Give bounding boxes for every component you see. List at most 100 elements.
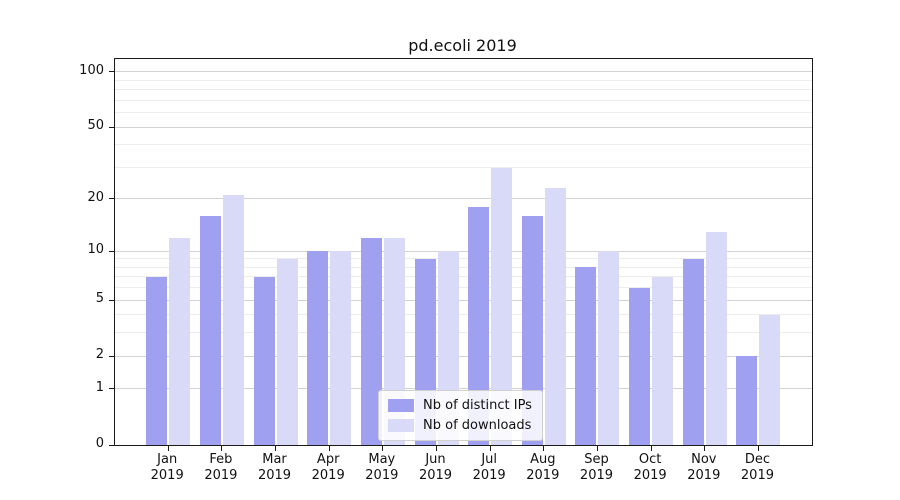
x-tick-apr [328, 445, 330, 451]
gridline-minor-9 [115, 258, 812, 260]
gridline-major-10 [115, 250, 812, 252]
legend-entry-label: Nb of downloads [423, 418, 532, 433]
gridline-major-100 [115, 71, 812, 73]
x-tick-year: 2019 [472, 468, 506, 483]
x-tick-jun [436, 445, 437, 451]
gridline-minor-3 [115, 332, 812, 334]
bar-distinct-ips-aug [521, 216, 543, 445]
bar-downloads-dec [759, 314, 781, 445]
bar-downloads-jan [169, 237, 191, 445]
bar-distinct-ips-sep [575, 267, 597, 445]
y-tick-label-50: 50 [87, 118, 104, 134]
x-tick-year: 2019 [687, 468, 721, 483]
x-tick-year: 2019 [257, 468, 292, 483]
x-tick-month: Nov [691, 452, 717, 467]
bar-distinct-ips-jul [468, 207, 490, 445]
x-tick-year: 2019 [150, 468, 184, 483]
gridline-minor-40 [115, 144, 812, 146]
x-tick-month: Jun [425, 452, 446, 467]
x-tick-oct [650, 445, 652, 451]
gridline-major-50 [115, 126, 812, 128]
x-tick-label-jan: Jan 2019 [135, 452, 199, 484]
x-tick-label-aug: Aug 2019 [511, 452, 575, 484]
x-tick-year: 2019 [204, 468, 238, 483]
gridline-major-5 [115, 299, 812, 301]
x-tick-label-jun: Jun 2019 [404, 452, 468, 484]
y-tick-label-5: 5 [95, 291, 104, 307]
bar-distinct-ips-mar [253, 276, 275, 445]
y-tick-2 [109, 355, 115, 357]
y-tick-20 [109, 198, 115, 200]
bar-distinct-ips-oct [629, 287, 651, 445]
gridline-minor-4 [115, 314, 812, 316]
x-tick-month: Aug [530, 452, 556, 467]
x-tick-sep [596, 445, 598, 451]
x-tick-feb [221, 445, 223, 451]
y-tick-label-20: 20 [87, 189, 104, 205]
x-tick-month: Mar [262, 452, 287, 467]
gridline-minor-30 [115, 166, 812, 168]
legend-swatch-icon [388, 399, 414, 412]
bar-downloads-aug [544, 188, 566, 445]
chart-title: pd.ecoli 2019 [408, 36, 517, 55]
y-tick-0 [109, 444, 115, 446]
x-tick-jul [489, 445, 491, 451]
bar-distinct-ips-feb [199, 216, 221, 445]
bar-distinct-ips-dec [736, 356, 758, 445]
bar-downloads-nov [705, 231, 727, 445]
legend-entry-distinct-ips: Nb of distinct IPs [388, 397, 532, 414]
y-tick-50 [109, 126, 115, 128]
x-tick-month: Jul [481, 452, 497, 467]
x-tick-nov [704, 445, 706, 451]
y-tick-label-2: 2 [95, 347, 104, 363]
y-tick-100 [109, 71, 115, 73]
x-tick-label-dec: Dec 2019 [725, 452, 789, 484]
gridline-minor-70 [115, 99, 812, 101]
plot-area: Nb of distinct IPs Nb of downloads [109, 58, 813, 451]
x-tick-month: Apr [316, 452, 340, 467]
x-tick-label-feb: Feb 2019 [189, 452, 253, 484]
x-tick-may [382, 445, 384, 451]
x-tick-jan [167, 445, 169, 451]
gridline-minor-8 [115, 266, 812, 268]
bar-downloads-oct [652, 276, 674, 445]
gridline-major-2 [115, 355, 812, 357]
x-tick-label-nov: Nov 2019 [672, 452, 736, 484]
gridline-minor-90 [115, 79, 812, 81]
x-tick-year: 2019 [526, 468, 560, 483]
bar-downloads-mar [276, 258, 298, 445]
y-tick-label-0: 0 [95, 436, 104, 451]
x-tick-month: Dec [744, 452, 771, 467]
y-tick-label-1: 1 [95, 379, 104, 395]
bar-distinct-ips-apr [307, 251, 329, 445]
x-tick-month: Feb [209, 452, 233, 467]
legend-entry-downloads: Nb of downloads [388, 417, 532, 434]
bar-distinct-ips-nov [682, 258, 704, 445]
x-tick-month: Oct [638, 452, 662, 467]
x-tick-label-may: May 2019 [350, 452, 414, 484]
x-tick-year: 2019 [365, 468, 399, 483]
legend: Nb of distinct IPs Nb of downloads [378, 390, 543, 441]
bar-downloads-feb [222, 195, 244, 445]
x-tick-month: Sep [584, 452, 609, 467]
x-tick-month: Jan [157, 452, 178, 467]
y-tick-1 [109, 388, 115, 390]
x-tick-year: 2019 [418, 468, 453, 483]
bar-distinct-ips-may [360, 237, 382, 445]
x-tick-year: 2019 [311, 468, 345, 483]
gridline-minor-60 [115, 112, 812, 114]
y-tick-10 [109, 250, 115, 252]
x-tick-label-apr: Apr 2019 [296, 452, 360, 484]
y-tick-label-100: 100 [79, 62, 104, 78]
bar-downloads-sep [598, 251, 620, 445]
x-tick-aug [543, 445, 545, 451]
gridline-major-20 [115, 198, 812, 200]
x-tick-dec [757, 445, 759, 451]
x-tick-mar [275, 445, 277, 451]
x-tick-year: 2019 [633, 468, 667, 483]
x-tick-label-oct: Oct 2019 [618, 452, 682, 484]
x-tick-label-mar: Mar 2019 [243, 452, 307, 484]
bar-distinct-ips-jan [146, 276, 168, 445]
y-tick-5 [109, 299, 115, 301]
